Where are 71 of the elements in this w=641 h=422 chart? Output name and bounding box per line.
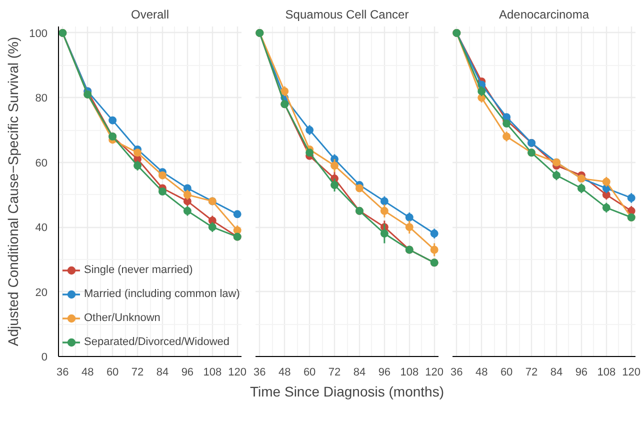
x-tick-label: 60 — [303, 366, 316, 378]
y-tick-label: 80 — [35, 92, 48, 105]
point — [602, 204, 610, 212]
point — [330, 162, 339, 170]
point — [158, 171, 166, 180]
x-tick-label: 84 — [353, 366, 366, 378]
x-tick-label: 96 — [575, 366, 588, 378]
point — [233, 210, 242, 218]
x-tick-label: 108 — [400, 366, 419, 378]
x-tick-label: 36 — [450, 366, 463, 378]
point — [405, 223, 414, 232]
point — [183, 190, 192, 199]
x-tick-label: 48 — [81, 366, 94, 378]
x-tick-label: 72 — [131, 366, 144, 378]
x-tick-label: 108 — [203, 366, 222, 378]
y-tick-label: 100 — [29, 28, 48, 40]
point — [280, 87, 289, 96]
y-tick-label: 0 — [41, 352, 48, 364]
x-axis-title: Time Since Diagnosis (months) — [250, 384, 444, 400]
point — [405, 213, 414, 222]
x-tick-label: 48 — [278, 366, 291, 378]
point — [430, 230, 438, 238]
point — [306, 126, 314, 134]
x-tick-label: 120 — [425, 366, 444, 378]
x-tick-label: 96 — [181, 366, 194, 378]
point — [552, 171, 560, 180]
point — [577, 184, 586, 192]
point — [108, 116, 117, 124]
point — [380, 197, 388, 206]
point — [502, 120, 511, 128]
x-tick-label: 96 — [378, 366, 391, 378]
y-tick-label: 60 — [35, 157, 48, 170]
point — [330, 181, 339, 190]
point — [355, 184, 364, 192]
x-tick-label: 60 — [500, 366, 513, 378]
x-tick-label: 120 — [228, 366, 247, 378]
y-tick-label: 20 — [35, 286, 48, 299]
point — [134, 148, 142, 157]
point — [430, 246, 438, 254]
x-tick-label: 72 — [328, 366, 341, 378]
point — [233, 226, 242, 234]
legend-label: Single (never married) — [84, 264, 193, 276]
point — [380, 230, 388, 238]
x-tick-label: 60 — [106, 366, 119, 378]
y-axis-title: Adjusted Conditional Cause−Specific Survival (%) — [5, 36, 22, 346]
x-tick-label: 84 — [550, 366, 563, 378]
point — [502, 132, 511, 140]
point — [627, 194, 636, 202]
point — [208, 223, 216, 232]
point — [158, 188, 166, 196]
x-tick-label: 36 — [254, 366, 266, 378]
legend-label: Separated/Divorced/Widowed — [84, 336, 230, 348]
legend-label: Other/Unknown — [84, 312, 160, 324]
x-tick-label: 48 — [475, 366, 488, 378]
point — [478, 87, 486, 96]
x-tick-label: 36 — [56, 366, 69, 378]
point — [134, 162, 142, 170]
point — [183, 184, 192, 192]
x-tick-label: 120 — [622, 366, 641, 378]
point — [306, 148, 314, 157]
chart-title: Adenocarcinoma — [498, 8, 590, 22]
point — [183, 206, 192, 215]
y-tick-label: 40 — [35, 222, 48, 234]
point — [602, 178, 610, 186]
chart-title: Squamous Cell Cancer — [285, 8, 409, 22]
point — [380, 206, 388, 215]
x-tick-label: 84 — [156, 366, 169, 378]
x-tick-label: 72 — [525, 366, 538, 378]
x-tick-label: 108 — [597, 366, 616, 378]
legend-label: Married (including common law) — [84, 288, 240, 300]
chart-title: Overall — [130, 8, 170, 22]
